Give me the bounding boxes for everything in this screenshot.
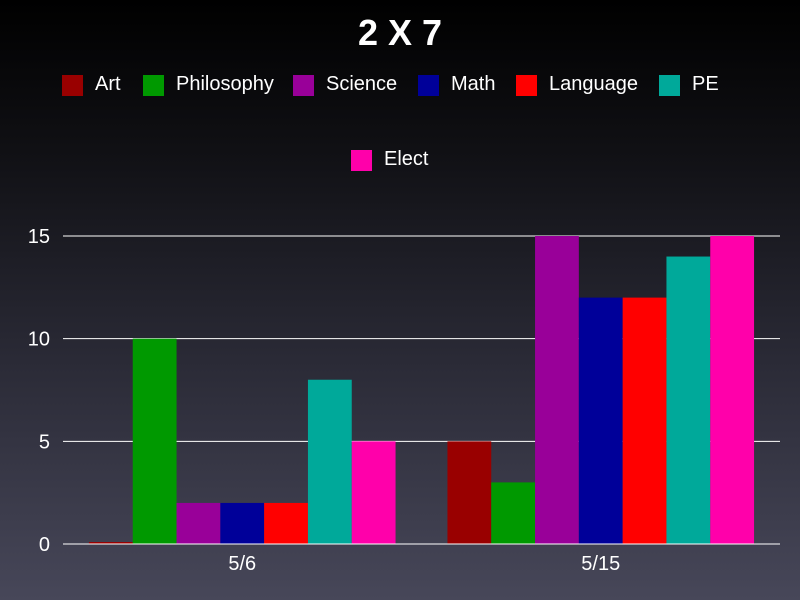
legend-label: PE — [692, 73, 719, 95]
legend-swatch — [351, 150, 372, 171]
bar — [88, 542, 133, 544]
axes: 0 5 10 15 5/6 5/15 — [28, 226, 780, 575]
legend-swatch — [62, 75, 83, 96]
legend-label: Elect — [384, 148, 429, 170]
y-tick-label: 15 — [28, 226, 50, 248]
bar — [710, 236, 755, 544]
bar — [132, 338, 177, 544]
legend-swatch — [293, 75, 314, 96]
bar — [622, 297, 667, 544]
bar — [220, 502, 265, 544]
legend-label: Philosophy — [176, 73, 274, 95]
bars — [88, 236, 755, 544]
bar — [351, 441, 396, 544]
bar — [491, 482, 536, 544]
y-tick-label: 5 — [39, 431, 50, 453]
legend-swatch — [516, 75, 537, 96]
bar — [578, 297, 623, 544]
bar — [264, 502, 308, 544]
y-tick-label: 0 — [39, 534, 50, 556]
bar — [307, 379, 352, 544]
chart-title: 2 X 7 — [357, 12, 443, 53]
legend-swatch — [418, 75, 439, 96]
legend-label: Language — [549, 73, 638, 95]
legend-label: Science — [326, 73, 397, 95]
x-tick-label: 5/15 — [581, 553, 620, 575]
bar — [535, 236, 579, 544]
bar — [666, 256, 711, 544]
x-tick-label: 5/6 — [228, 553, 256, 575]
legend-label: Math — [451, 73, 495, 95]
legend-swatch — [659, 75, 680, 96]
bar — [447, 441, 492, 544]
y-tick-label: 10 — [28, 329, 50, 351]
legend: Art Philosophy Science Math Language PE Elect — [62, 73, 719, 171]
legend-label: Art — [95, 73, 121, 95]
legend-swatch — [143, 75, 164, 96]
bar — [176, 502, 221, 544]
